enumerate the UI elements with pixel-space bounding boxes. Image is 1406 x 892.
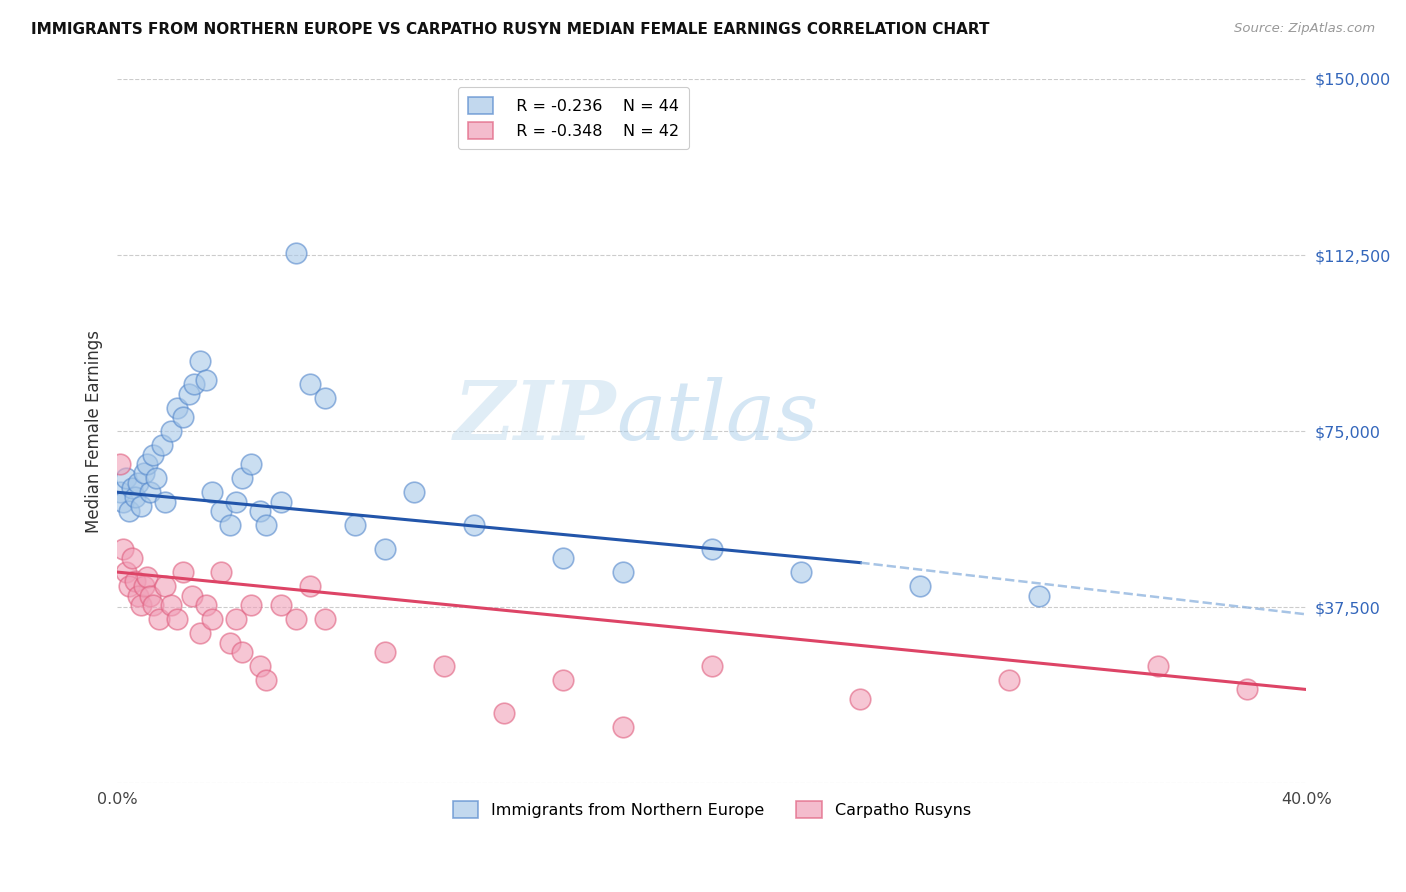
Point	[299, 377, 322, 392]
Point	[700, 659, 723, 673]
Point	[612, 565, 634, 579]
Y-axis label: Median Female Earnings: Median Female Earnings	[86, 330, 103, 533]
Point	[433, 659, 456, 673]
Point	[108, 457, 131, 471]
Text: Source: ZipAtlas.com: Source: ZipAtlas.com	[1234, 22, 1375, 36]
Text: IMMIGRANTS FROM NORTHERN EUROPE VS CARPATHO RUSYN MEDIAN FEMALE EARNINGS CORRELA: IMMIGRANTS FROM NORTHERN EUROPE VS CARPA…	[31, 22, 990, 37]
Point	[124, 574, 146, 589]
Point	[209, 504, 232, 518]
Point	[1146, 659, 1168, 673]
Point	[700, 541, 723, 556]
Point	[172, 565, 194, 579]
Point	[150, 438, 173, 452]
Point	[908, 579, 931, 593]
Point	[166, 401, 188, 415]
Point	[404, 485, 426, 500]
Point	[121, 551, 143, 566]
Point	[135, 570, 157, 584]
Point	[201, 485, 224, 500]
Point	[790, 565, 813, 579]
Text: ZIP: ZIP	[454, 377, 617, 457]
Point	[153, 579, 176, 593]
Point	[254, 518, 277, 533]
Point	[127, 475, 149, 490]
Legend: Immigrants from Northern Europe, Carpatho Rusyns: Immigrants from Northern Europe, Carpath…	[446, 795, 977, 825]
Point	[374, 541, 396, 556]
Point	[343, 518, 366, 533]
Point	[183, 377, 205, 392]
Point	[142, 448, 165, 462]
Point	[314, 392, 336, 406]
Point	[299, 579, 322, 593]
Point	[254, 673, 277, 687]
Point	[225, 612, 247, 626]
Point	[127, 589, 149, 603]
Point	[115, 565, 138, 579]
Point	[1236, 682, 1258, 697]
Point	[492, 706, 515, 720]
Point	[142, 598, 165, 612]
Point	[551, 551, 574, 566]
Point	[209, 565, 232, 579]
Point	[270, 494, 292, 508]
Point	[132, 579, 155, 593]
Point	[612, 720, 634, 734]
Point	[998, 673, 1021, 687]
Point	[270, 598, 292, 612]
Point	[195, 372, 218, 386]
Point	[231, 645, 253, 659]
Point	[112, 494, 135, 508]
Point	[180, 589, 202, 603]
Point	[190, 626, 212, 640]
Point	[201, 612, 224, 626]
Point	[172, 410, 194, 425]
Point	[115, 471, 138, 485]
Point	[849, 691, 872, 706]
Point	[159, 424, 181, 438]
Point	[1028, 589, 1050, 603]
Point	[132, 467, 155, 481]
Point	[177, 386, 200, 401]
Point	[249, 504, 271, 518]
Point	[135, 457, 157, 471]
Text: atlas: atlas	[617, 377, 818, 457]
Point	[139, 589, 162, 603]
Point	[148, 612, 170, 626]
Point	[239, 598, 262, 612]
Point	[112, 541, 135, 556]
Point	[118, 504, 141, 518]
Point	[284, 245, 307, 260]
Point	[239, 457, 262, 471]
Point	[121, 481, 143, 495]
Point	[225, 494, 247, 508]
Point	[108, 485, 131, 500]
Point	[231, 471, 253, 485]
Point	[159, 598, 181, 612]
Point	[166, 612, 188, 626]
Point	[124, 490, 146, 504]
Point	[153, 494, 176, 508]
Point	[129, 598, 152, 612]
Point	[314, 612, 336, 626]
Point	[195, 598, 218, 612]
Point	[118, 579, 141, 593]
Point	[139, 485, 162, 500]
Point	[129, 500, 152, 514]
Point	[551, 673, 574, 687]
Point	[219, 635, 242, 649]
Point	[190, 353, 212, 368]
Point	[374, 645, 396, 659]
Point	[219, 518, 242, 533]
Point	[284, 612, 307, 626]
Point	[145, 471, 167, 485]
Point	[249, 659, 271, 673]
Point	[463, 518, 485, 533]
